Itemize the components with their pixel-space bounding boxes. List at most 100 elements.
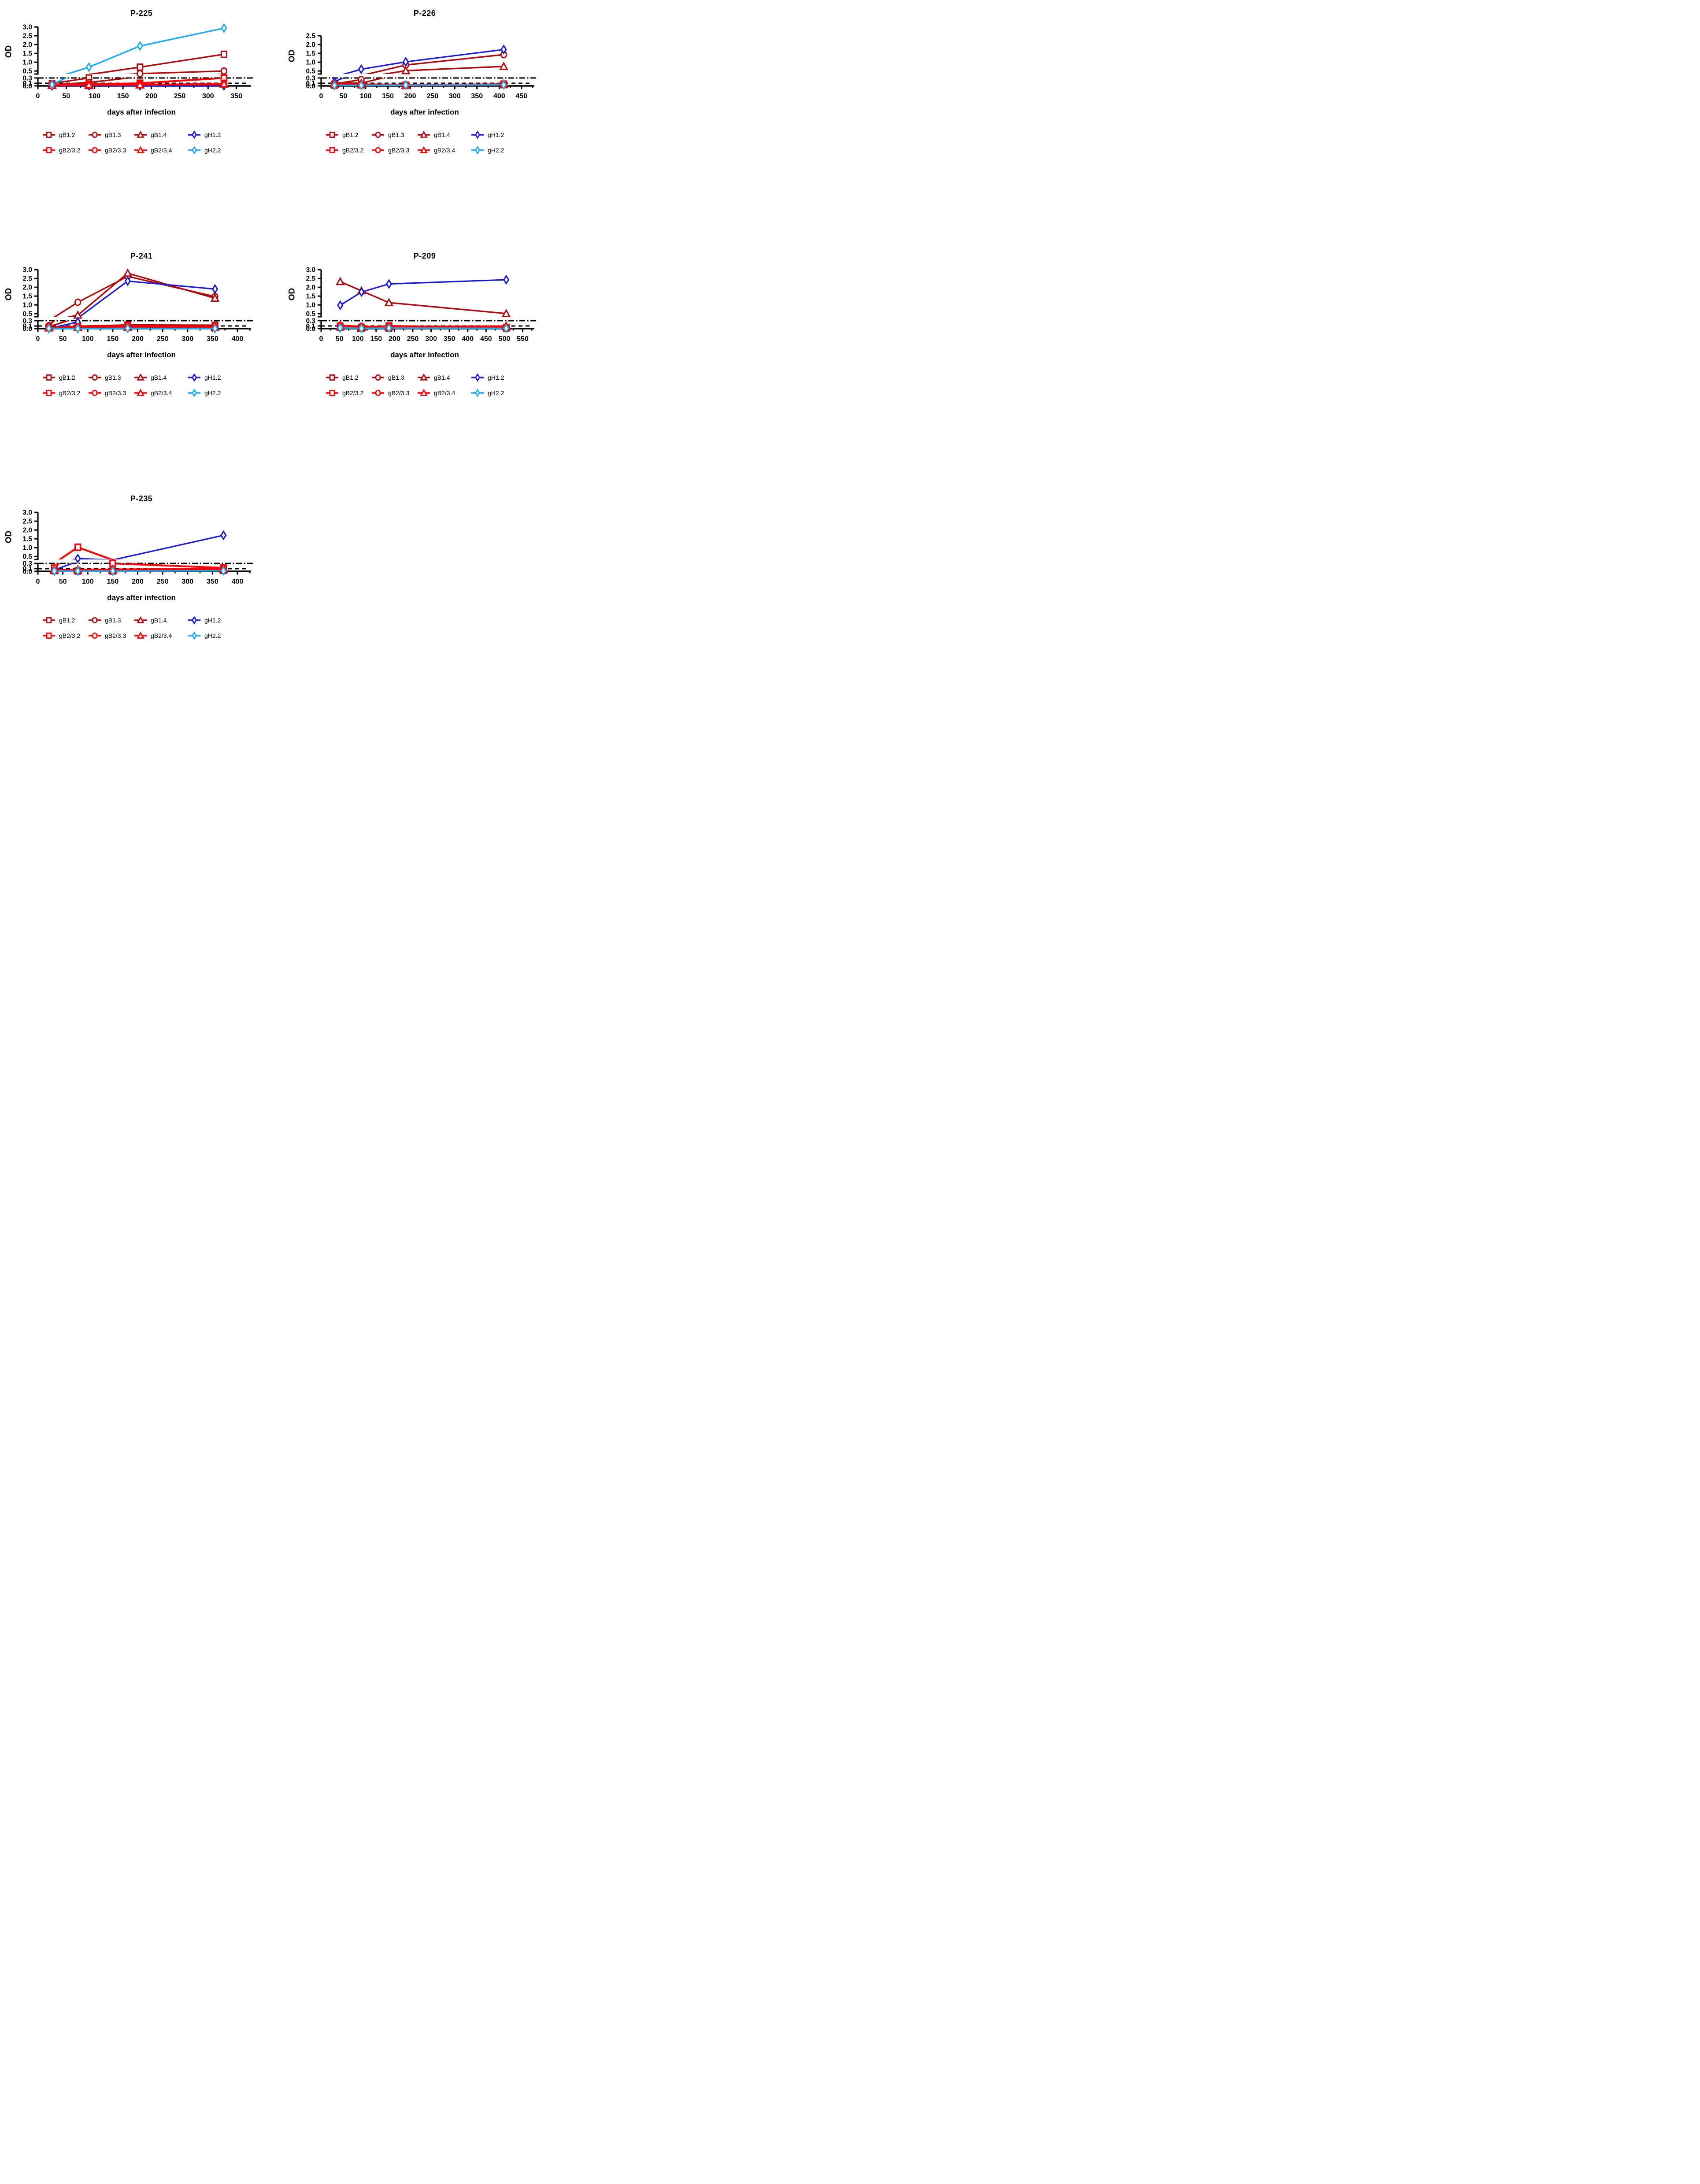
legend-label-gB1.2: gB1.2 [59, 617, 75, 624]
legend-marker-gH2.2 [188, 146, 200, 155]
svg-text:0.1: 0.1 [22, 323, 32, 330]
svg-text:550: 550 [517, 335, 529, 343]
legend-label-gH2.2: gH2.2 [204, 632, 221, 639]
legend-label-gB1.4: gB1.4 [434, 374, 450, 381]
legend-item-gB2/3.3: gB2/3.3 [371, 145, 417, 155]
legend-label-gH1.2: gH1.2 [204, 131, 221, 138]
legend-label-gB2/3.3: gB2/3.3 [388, 147, 410, 154]
legend-label-gH1.2: gH1.2 [488, 374, 504, 381]
legend-marker-gB1.4 [418, 373, 430, 381]
svg-text:2.0: 2.0 [22, 527, 32, 534]
x-axis-label: days after infection [107, 108, 176, 116]
legend-item-gH1.2: gH1.2 [471, 130, 533, 140]
svg-text:1.5: 1.5 [306, 293, 315, 300]
legend-label-gB2/3.2: gB2/3.2 [342, 389, 364, 396]
legend-item-gB1.2: gB1.2 [326, 130, 371, 140]
svg-text:150: 150 [107, 578, 119, 585]
svg-text:300: 300 [425, 335, 437, 343]
svg-text:100: 100 [89, 93, 100, 100]
legend-marker-gB1.3 [89, 617, 101, 624]
svg-text:0.0: 0.0 [22, 326, 32, 333]
legend-marker-gB2/3.4 [418, 389, 430, 396]
legend-marker-gB1.4 [134, 373, 147, 381]
svg-text:1.5: 1.5 [306, 50, 315, 58]
chart-p-225: P-225 OD 0.5 1.0 1.5 2.0 2.5 3.0 0.0 0.1 0.3 0 50 1… [0, 3, 283, 245]
svg-text:300: 300 [181, 335, 193, 343]
y-axis-label: OD [4, 288, 14, 300]
legend-marker-gH1.2 [188, 130, 200, 139]
svg-text:2.0: 2.0 [306, 284, 315, 292]
chart-title-p-235: P-235 [130, 494, 153, 503]
x-axis-label: days after infection [107, 593, 176, 602]
svg-text:1.0: 1.0 [22, 544, 32, 552]
legend-item-gH1.2: gH1.2 [188, 373, 249, 382]
legend-label-gB2/3.2: gB2/3.2 [59, 389, 81, 396]
svg-text:100: 100 [360, 93, 372, 100]
svg-text:150: 150 [382, 93, 394, 100]
plot-area-p-235: 0.51.01.5 2.02.53.0 0.00.10.3 0 50 100 150 200 2… [22, 509, 254, 585]
legend-item-gH2.2: gH2.2 [471, 388, 533, 398]
legend-item-gB2/3.4: gB2/3.4 [134, 631, 188, 640]
legend-label-gH2.2: gH2.2 [488, 389, 504, 396]
svg-text:1.0: 1.0 [22, 302, 32, 309]
legend-label-gH1.2: gH1.2 [488, 131, 504, 138]
legend-label-gH2.2: gH2.2 [488, 147, 504, 154]
svg-text:0.5: 0.5 [22, 311, 32, 318]
chart-p-241: P-241 OD 0.5 1.0 1.5 2.0 2.5 3.0 0.0 0.1 0.3 0 50 1… [0, 245, 283, 488]
legend-label-gB2/3.4: gB2/3.4 [434, 389, 456, 396]
legend-item-gB1.3: gB1.3 [88, 615, 134, 625]
legend-label-gB2/3.4: gB2/3.4 [151, 389, 172, 396]
svg-text:0.1: 0.1 [306, 323, 315, 330]
legend-marker-gH1.2 [471, 373, 484, 382]
plot-area-p-241: 0.5 1.0 1.52.02.53.0 0.00.10.3 0 50 100 150 200 2… [22, 267, 254, 343]
svg-text:2.5: 2.5 [306, 33, 315, 40]
svg-text:250: 250 [157, 335, 169, 343]
legend-label-gB1.2: gB1.2 [342, 131, 359, 138]
svg-text:50: 50 [62, 93, 70, 100]
legend-marker-gB1.2 [43, 374, 55, 381]
svg-text:0: 0 [36, 578, 40, 585]
empty-cell [283, 488, 567, 731]
legend-item-gB2/3.2: gB2/3.2 [42, 145, 88, 155]
svg-text:0.5: 0.5 [306, 68, 315, 75]
legend-item-gB1.4: gB1.4 [134, 615, 188, 625]
legend-marker-gH1.2 [188, 373, 200, 382]
legend-label-gH1.2: gH1.2 [204, 617, 221, 624]
chart-title-p-225: P-225 [130, 9, 153, 18]
svg-text:3.0: 3.0 [22, 509, 32, 517]
legend-label-gH1.2: gH1.2 [204, 374, 221, 381]
legend-marker-gB2/3.3 [89, 632, 101, 639]
legend-marker-gH1.2 [471, 130, 484, 139]
svg-text:400: 400 [232, 578, 244, 585]
legend-marker-gB2/3.3 [372, 147, 384, 154]
svg-text:300: 300 [181, 578, 193, 585]
legend-label-gB2/3.3: gB2/3.3 [105, 389, 126, 396]
legend-label-gB1.2: gB1.2 [59, 131, 75, 138]
svg-text:200: 200 [132, 335, 144, 343]
svg-text:2.0: 2.0 [22, 41, 32, 49]
svg-text:0.3: 0.3 [306, 75, 315, 82]
svg-text:3.0: 3.0 [22, 267, 32, 274]
legend-item-gB2/3.4: gB2/3.4 [417, 145, 471, 155]
svg-text:1.5: 1.5 [22, 536, 32, 543]
legend-item-gH2.2: gH2.2 [188, 388, 249, 398]
svg-text:350: 350 [444, 335, 456, 343]
legend-marker-gB1.3 [372, 131, 384, 138]
svg-text:350: 350 [207, 335, 219, 343]
legend-item-gB2/3.2: gB2/3.2 [326, 388, 371, 398]
legend-marker-gB1.2 [43, 132, 55, 138]
legend-marker-gB2/3.4 [134, 389, 147, 396]
legend: gB1.2 gB1.3 gB1.4 gH1.2 gB2/3.2 gB2/3.3 gB2/3.… [42, 130, 249, 155]
legend-label-gB2/3.2: gB2/3.2 [342, 147, 364, 154]
svg-text:1.0: 1.0 [306, 302, 315, 309]
svg-text:0: 0 [319, 335, 323, 343]
x-axis-label: days after infection [107, 351, 176, 359]
y-axis-label: OD [287, 288, 297, 300]
svg-text:400: 400 [462, 335, 474, 343]
svg-text:0: 0 [319, 93, 323, 100]
legend-marker-gB2/3.2 [326, 390, 338, 396]
legend-label-gB1.3: gB1.3 [388, 131, 404, 138]
svg-text:100: 100 [82, 335, 94, 343]
chart-p-226: P-226 OD 0.5 1.0 1.5 2.0 2.5 0.0 0.1 0.3 0 50 100 1… [283, 3, 567, 245]
legend-item-gH2.2: gH2.2 [188, 145, 249, 155]
